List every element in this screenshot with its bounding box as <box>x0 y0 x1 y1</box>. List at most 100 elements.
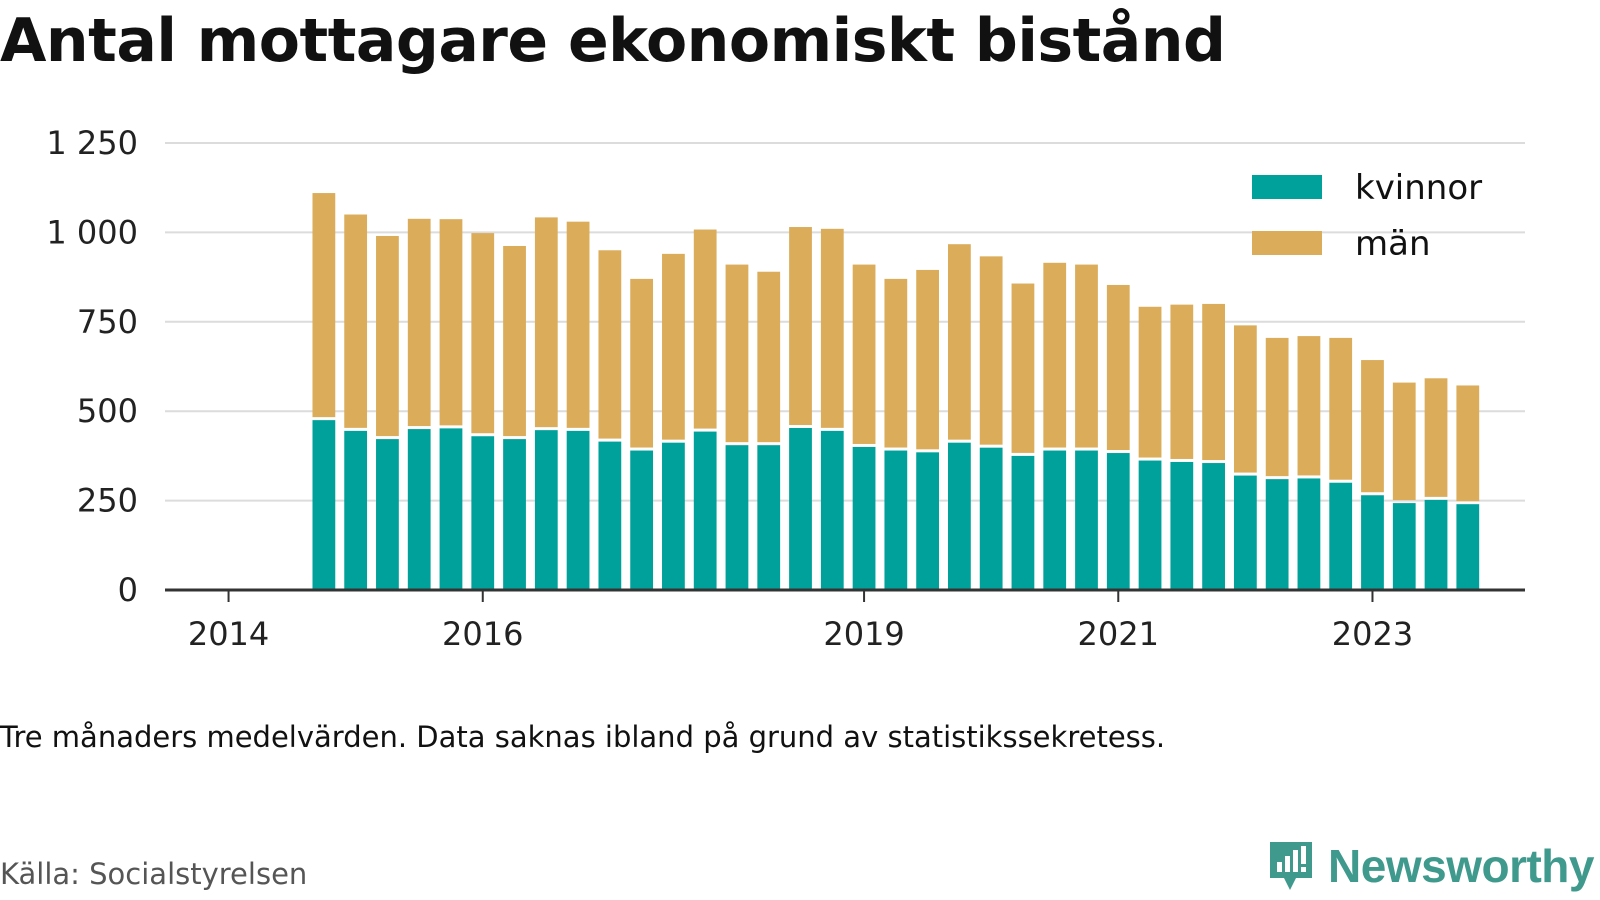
y-tick-label: 750 <box>77 303 138 341</box>
bar-segment-kvinnor <box>1202 463 1225 590</box>
bar-segment-kvinnor <box>1043 450 1067 590</box>
bar-segment-män <box>1329 337 1353 480</box>
bar-segment-män <box>312 193 336 418</box>
bar-segment-kvinnor <box>566 430 590 590</box>
bar-segment-kvinnor <box>344 430 368 590</box>
y-tick-label: 0 <box>118 571 138 609</box>
bar-segment-kvinnor <box>1297 478 1321 590</box>
bar-segment-kvinnor <box>757 445 781 590</box>
bar-segment-kvinnor <box>1361 495 1384 590</box>
bars <box>312 193 1480 590</box>
bar-segment-män <box>757 271 781 443</box>
bar-segment-män <box>566 221 590 428</box>
bar-segment-kvinnor <box>312 420 336 590</box>
bar-segment-män <box>693 229 717 429</box>
bar-segment-kvinnor <box>534 430 558 590</box>
bar-segment-kvinnor <box>789 428 812 590</box>
legend-label-kvinnor: kvinnor <box>1355 168 1482 208</box>
bar-segment-kvinnor <box>630 450 654 590</box>
bar-segment-män <box>376 235 399 437</box>
bar-segment-män <box>1456 385 1480 502</box>
bar-segment-kvinnor <box>979 447 1003 590</box>
bar-segment-män <box>916 269 940 450</box>
bar-segment-män <box>1170 304 1194 459</box>
y-axis-ticks: 0 250 500 750 1 000 1 250 <box>46 124 138 609</box>
bar-segment-män <box>1392 382 1416 501</box>
bar-segment-män <box>407 218 431 427</box>
bar-segment-kvinnor <box>376 439 399 590</box>
y-tick-label: 500 <box>77 392 138 430</box>
legend-swatch-kvinnor <box>1252 175 1322 199</box>
bar-segment-män <box>1138 306 1162 458</box>
bar-segment-kvinnor <box>439 428 463 590</box>
bar-segment-kvinnor <box>1456 504 1480 590</box>
bar-segment-kvinnor <box>884 450 908 590</box>
y-tick-label: 1 000 <box>46 213 138 251</box>
legend-label-män: män <box>1355 224 1431 264</box>
footnote: Tre månaders medelvärden. Data saknas ib… <box>0 720 1166 754</box>
bar-segment-män <box>1297 336 1321 476</box>
bar-segment-män <box>471 233 495 434</box>
bar-segment-kvinnor <box>598 441 622 590</box>
x-axis-ticks: 2014 2016 2019 2021 2023 <box>188 590 1413 653</box>
legend: kvinnor män <box>1252 168 1482 264</box>
bar-segment-män <box>948 244 971 440</box>
bar-segment-kvinnor <box>1170 461 1194 590</box>
brand-logo: Newsworthy <box>1266 838 1594 894</box>
legend-swatch-män <box>1252 231 1322 255</box>
bar-segment-män <box>1106 284 1130 451</box>
bar-segment-män <box>884 278 908 448</box>
bar-segment-kvinnor <box>1329 482 1353 590</box>
bar-segment-män <box>503 245 526 437</box>
bar-segment-kvinnor <box>1265 479 1289 590</box>
y-tick-label: 250 <box>77 482 138 520</box>
bar-segment-kvinnor <box>1011 455 1035 590</box>
bar-segment-män <box>1265 337 1289 477</box>
x-tick-label: 2019 <box>823 615 904 653</box>
bar-segment-män <box>439 219 463 426</box>
bar-segment-män <box>979 256 1003 445</box>
bar-segment-män <box>852 264 876 444</box>
bar-segment-män <box>534 217 558 428</box>
bar-segment-män <box>1202 303 1225 461</box>
bar-chart: 0 250 500 750 1 000 1 250 2014 2016 2019 2021 202… <box>46 124 1525 653</box>
x-tick-label: 2023 <box>1332 615 1413 653</box>
bar-segment-män <box>725 264 749 443</box>
bar-segment-män <box>820 228 844 428</box>
bar-segment-män <box>344 214 368 428</box>
bar-segment-kvinnor <box>1233 475 1257 590</box>
bar-segment-män <box>598 250 622 439</box>
bar-segment-män <box>630 278 654 448</box>
bar-segment-kvinnor <box>503 439 526 590</box>
bar-segment-män <box>1043 262 1067 448</box>
bar-segment-kvinnor <box>1075 450 1098 590</box>
chart-title: Antal mottagare ekonomiskt bistånd <box>0 6 1226 76</box>
bar-chart-bubble-icon <box>1270 842 1313 890</box>
bar-segment-män <box>789 227 812 426</box>
bar-segment-kvinnor <box>1138 460 1162 590</box>
x-tick-label: 2014 <box>188 615 269 653</box>
bar-segment-kvinnor <box>662 442 685 590</box>
bar-segment-män <box>1424 378 1448 497</box>
brand-name: Newsworthy <box>1328 840 1594 892</box>
bar-segment-kvinnor <box>407 429 431 590</box>
bar-segment-män <box>1361 360 1384 493</box>
bar-segment-kvinnor <box>948 442 971 590</box>
bar-segment-män <box>1233 325 1257 473</box>
bar-segment-kvinnor <box>916 452 940 590</box>
bar-segment-kvinnor <box>1424 499 1448 590</box>
bar-segment-kvinnor <box>471 436 495 590</box>
bar-segment-kvinnor <box>1392 503 1416 590</box>
bar-segment-kvinnor <box>852 446 876 590</box>
bar-segment-män <box>1011 283 1035 453</box>
bar-segment-män <box>1075 264 1098 448</box>
bar-segment-kvinnor <box>725 445 749 590</box>
x-tick-label: 2016 <box>442 615 523 653</box>
source-credit: Källa: Socialstyrelsen <box>0 857 308 891</box>
y-tick-label: 1 250 <box>46 124 138 162</box>
bar-segment-kvinnor <box>1106 453 1130 590</box>
x-tick-label: 2021 <box>1078 615 1159 653</box>
bar-segment-män <box>662 253 685 440</box>
bar-segment-kvinnor <box>820 430 844 590</box>
bar-segment-kvinnor <box>693 431 717 590</box>
